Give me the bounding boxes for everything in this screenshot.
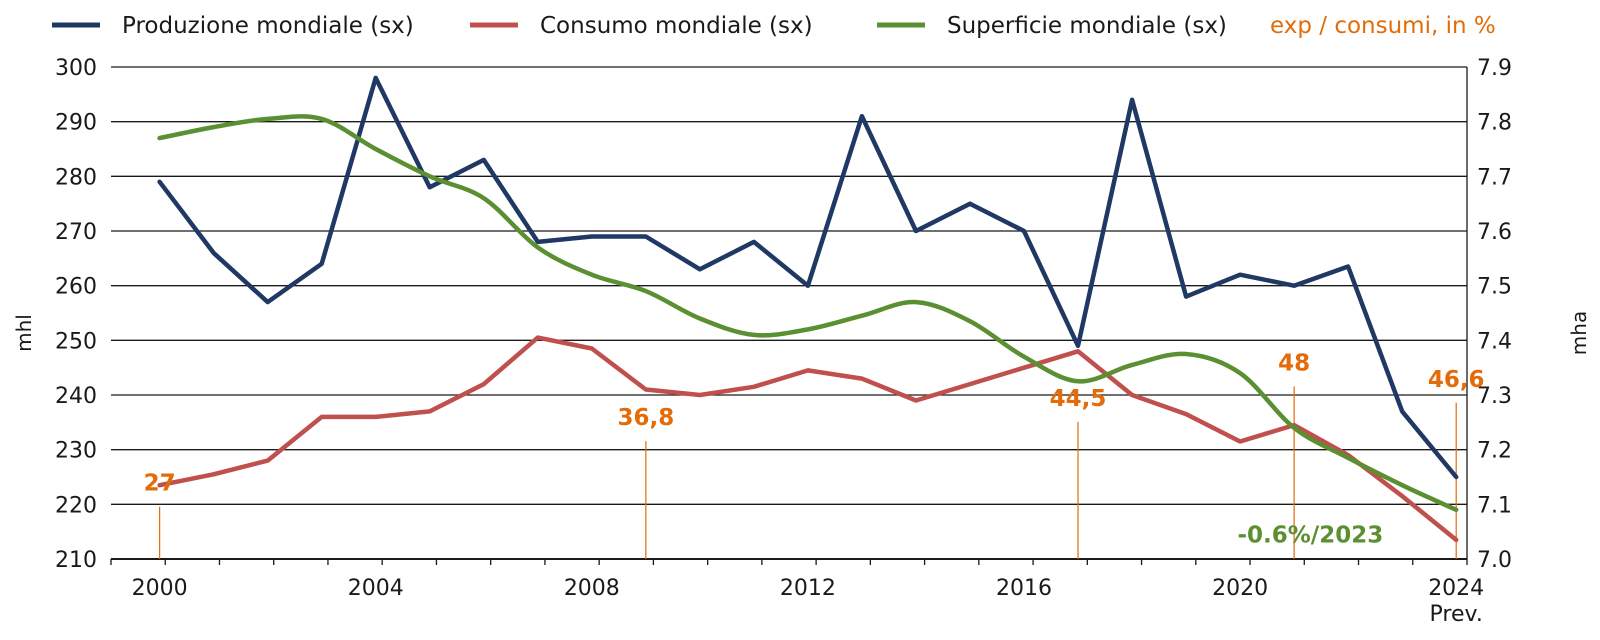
annotation-lines bbox=[159, 386, 1457, 559]
left-tick-label: 240 bbox=[55, 384, 97, 409]
legend-label-export-ratio: exp / consumi, in % bbox=[1270, 13, 1496, 39]
right-axis-ticks: 7.0 7.1 7.2 7.3 7.4 7.5 7.6 7.7 7.8 7.9 bbox=[1477, 56, 1512, 573]
right-tick-label: 7.4 bbox=[1477, 329, 1512, 354]
x-tick-label: 2004 bbox=[348, 576, 404, 601]
left-tick-label: 210 bbox=[55, 548, 97, 573]
left-tick-label: 270 bbox=[55, 220, 97, 245]
right-axis-title: mha bbox=[1567, 311, 1591, 355]
right-tick-label: 7.6 bbox=[1477, 220, 1512, 245]
export-ratio-label: 27 bbox=[144, 471, 176, 497]
x-tick-sublabel: Prev. bbox=[1430, 602, 1483, 627]
right-tick-label: 7.3 bbox=[1477, 384, 1512, 409]
left-tick-label: 290 bbox=[55, 111, 97, 136]
left-tick-label: 250 bbox=[55, 329, 97, 354]
right-tick-label: 7.5 bbox=[1477, 275, 1512, 300]
right-tick-label: 7.2 bbox=[1477, 439, 1512, 464]
annotations: 27 36,8 44,5 48 46,6 -0.6%/2023 bbox=[144, 350, 1485, 548]
series-line-superficie bbox=[157, 114, 1459, 513]
export-ratio-label: 36,8 bbox=[617, 405, 674, 431]
x-tick-label: 2016 bbox=[996, 576, 1052, 601]
x-tick-label: 2020 bbox=[1212, 576, 1268, 601]
right-tick-label: 7.7 bbox=[1477, 165, 1512, 190]
series-lines bbox=[157, 75, 1459, 543]
series-line-produzione bbox=[157, 75, 1459, 480]
left-tick-label: 280 bbox=[55, 165, 97, 190]
left-tick-label: 220 bbox=[55, 493, 97, 518]
series-line-consumo bbox=[157, 335, 1459, 543]
export-ratio-label: 44,5 bbox=[1050, 386, 1107, 412]
right-tick-label: 7.1 bbox=[1477, 493, 1512, 518]
left-axis-ticks: 210 220 230 240 250 260 270 280 290 300 bbox=[55, 56, 97, 573]
legend-label-produzione: Produzione mondiale (sx) bbox=[122, 13, 414, 39]
x-tick-label: 2008 bbox=[564, 576, 620, 601]
left-tick-label: 230 bbox=[55, 439, 97, 464]
right-tick-label: 7.0 bbox=[1477, 548, 1512, 573]
x-tick-label: 2012 bbox=[780, 576, 836, 601]
legend: Produzione mondiale (sx) Consumo mondial… bbox=[52, 13, 1496, 39]
right-tick-label: 7.9 bbox=[1477, 56, 1512, 81]
right-tick-label: 7.8 bbox=[1477, 111, 1512, 136]
x-tick-label: 2024 bbox=[1428, 576, 1484, 601]
export-ratio-label: 48 bbox=[1278, 350, 1310, 376]
area-change-label: -0.6%/2023 bbox=[1237, 523, 1383, 549]
left-tick-label: 300 bbox=[55, 56, 97, 81]
grid bbox=[111, 66, 1468, 560]
legend-label-superficie: Superficie mondiale (sx) bbox=[947, 13, 1227, 39]
left-axis-title: mhl bbox=[12, 314, 36, 352]
x-tick-label: 2000 bbox=[132, 576, 188, 601]
export-ratio-label: 46,6 bbox=[1428, 367, 1485, 393]
left-tick-label: 260 bbox=[55, 275, 97, 300]
legend-label-consumo: Consumo mondiale (sx) bbox=[540, 13, 813, 39]
